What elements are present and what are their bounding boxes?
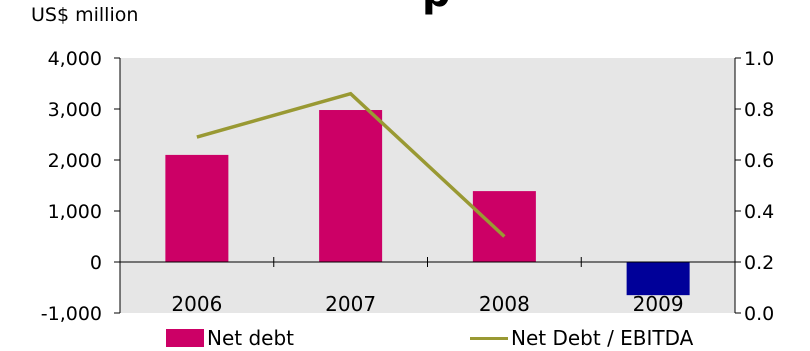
- x-tick-label-2009: 2009: [633, 292, 684, 316]
- bar-2008: [472, 191, 536, 262]
- x-tick-label-2007: 2007: [325, 292, 376, 316]
- y-left-tick-label: 1,000: [48, 201, 102, 223]
- y-left-tick-label: 4,000: [48, 48, 102, 70]
- legend-item-net-debt: Net debt: [166, 326, 294, 350]
- y-right-tick-label: 0.6: [744, 150, 774, 172]
- chart-title-fragment: p: [422, 0, 451, 16]
- y-left-tick-label: 2,000: [48, 150, 102, 172]
- y-right-tick-label: 0.8: [744, 99, 774, 121]
- x-tick-label-2008: 2008: [479, 292, 530, 316]
- y-right-tick-label: 0.2: [744, 252, 774, 274]
- y-right-tick-label: 0.4: [744, 201, 774, 223]
- y-left-tick-label: 3,000: [48, 99, 102, 121]
- line-net-debt-ebitda: [196, 91, 506, 238]
- x-tick-label-2006: 2006: [171, 292, 222, 316]
- legend-item-net-debt-ebitda: Net Debt / EBITDA: [470, 326, 693, 350]
- y-right-tick-label: 1.0: [744, 48, 774, 70]
- bar-2007: [319, 110, 383, 263]
- legend-label-net-debt-ebitda: Net Debt / EBITDA: [511, 326, 694, 350]
- bar-2009: [626, 262, 690, 296]
- legend-swatch-net-debt: [166, 329, 204, 347]
- legend-line-net-debt-ebitda: [470, 336, 508, 340]
- unit-label: US$ million: [31, 4, 139, 26]
- bar-2006: [165, 154, 229, 262]
- y-left-tick-label: 0: [90, 252, 102, 274]
- y-right-tick-label: 0.0: [744, 303, 774, 325]
- y-left-tick-label: -1,000: [41, 303, 102, 325]
- legend-label-net-debt: Net debt: [207, 326, 295, 350]
